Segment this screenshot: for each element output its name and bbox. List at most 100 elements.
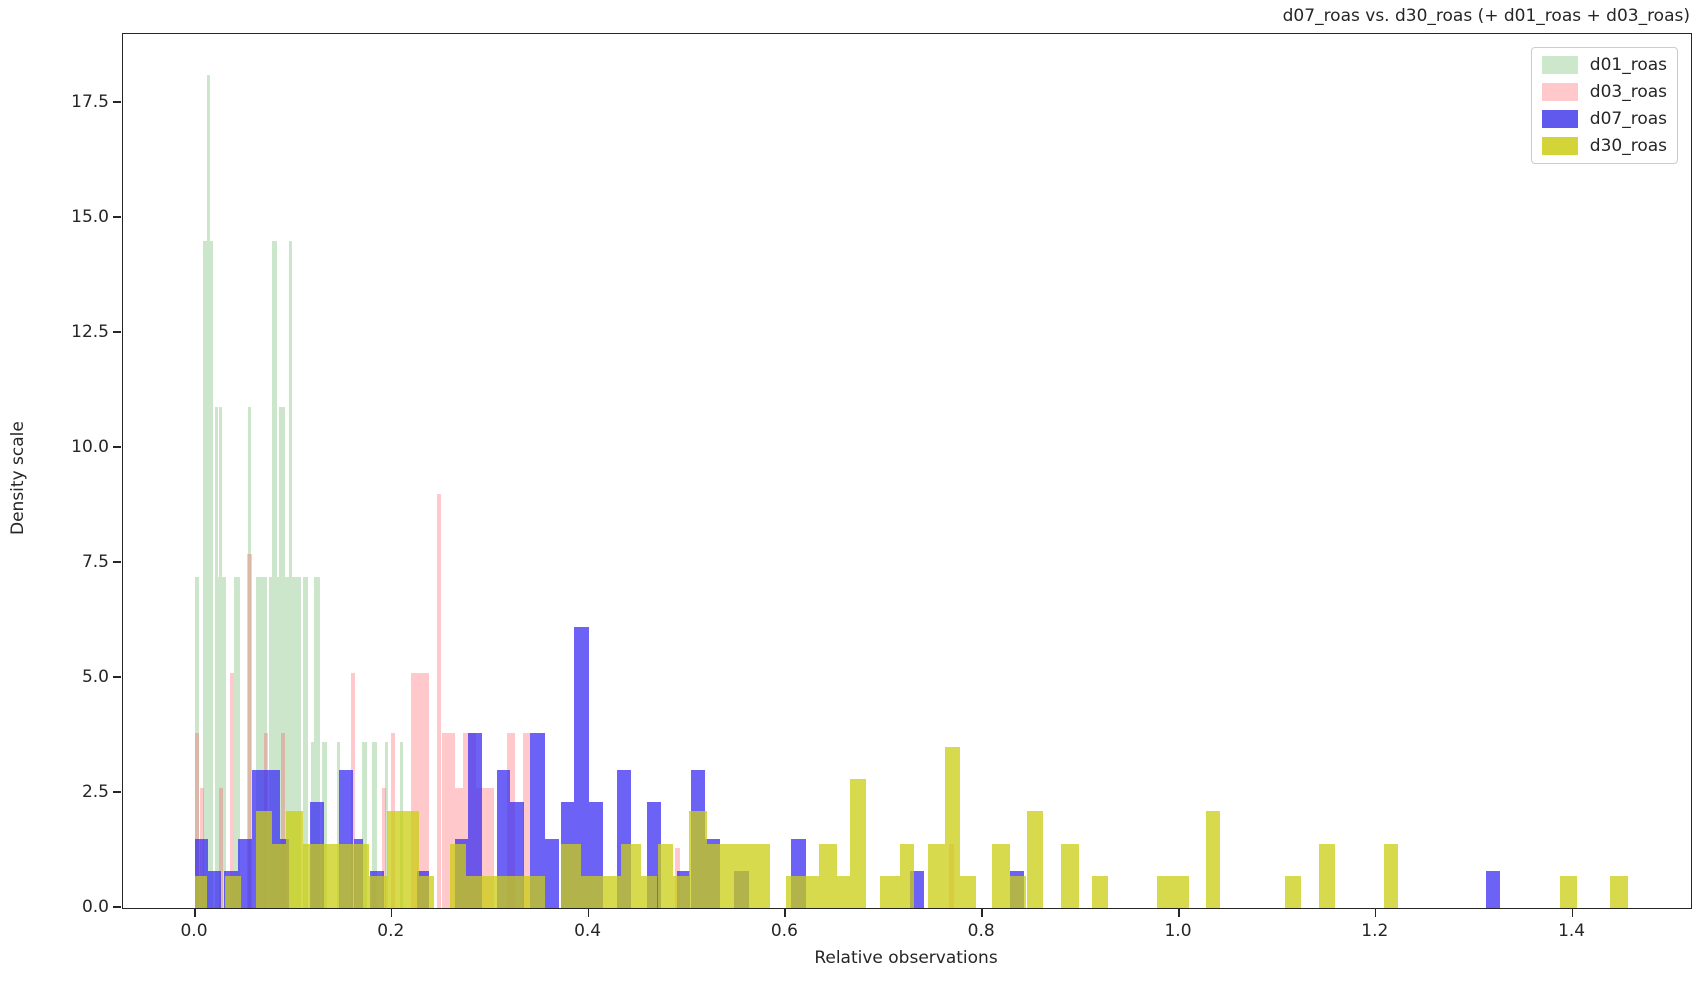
y-tick-mark xyxy=(113,216,121,218)
hist-bar-d01_roas xyxy=(313,576,320,908)
legend-label: d01_roas xyxy=(1589,55,1667,75)
x-tick-mark xyxy=(1178,909,1180,917)
legend-entry-d30_roas: d30_roas xyxy=(1541,136,1667,156)
y-axis-label: Density scale xyxy=(8,421,28,535)
y-tick-mark xyxy=(113,676,121,678)
hist-bar-d30_roas xyxy=(879,875,901,908)
x-tick-label: 1.2 xyxy=(1361,921,1389,941)
x-tick-label: 1.4 xyxy=(1558,921,1586,941)
x-tick-mark xyxy=(390,909,393,917)
hist-bar-d30_roas xyxy=(580,875,622,908)
hist-bar-d01_roas xyxy=(222,576,227,908)
hist-bar-d30_roas xyxy=(1559,875,1578,908)
x-tick-mark xyxy=(1374,909,1377,917)
y-tick-mark xyxy=(113,446,121,448)
y-tick-label: 10.0 xyxy=(71,437,109,457)
hist-bar-d30_roas xyxy=(959,875,977,908)
legend-label: d07_roas xyxy=(1589,109,1667,129)
hist-bar-d30_roas xyxy=(1383,843,1399,908)
y-tick-label: 12.5 xyxy=(71,322,109,342)
hist-bar-d01_roas xyxy=(202,241,208,908)
hist-bar-d30_roas xyxy=(1285,875,1301,908)
hist-bar-d30_roas xyxy=(386,811,420,908)
x-tick-mark xyxy=(981,909,983,917)
hist-bar-d30_roas xyxy=(621,843,641,908)
y-tick-label: 15.0 xyxy=(71,207,109,227)
hist-bar-d01_roas xyxy=(362,742,368,908)
y-tick-mark xyxy=(113,101,121,103)
legend-entry-d07_roas: d07_roas xyxy=(1541,109,1667,129)
chart-title: d07_roas vs. d30_roas (+ d01_roas + d03_… xyxy=(1282,6,1690,26)
legend-label: d03_roas xyxy=(1589,82,1667,102)
hist-bar-d01_roas xyxy=(209,241,213,908)
x-tick-label: 0.6 xyxy=(770,921,798,941)
x-tick-label: 1.0 xyxy=(1164,921,1192,941)
x-axis-label: Relative observations xyxy=(814,948,998,968)
hist-bar-d01_roas xyxy=(384,742,388,908)
hist-bar-d07_roas xyxy=(574,627,589,908)
hist-bar-d01_roas xyxy=(289,241,292,908)
legend-label: d30_roas xyxy=(1589,136,1667,156)
hist-bar-d01_roas xyxy=(269,576,272,908)
hist-bar-d30_roas xyxy=(706,843,770,908)
hist-bar-d01_roas xyxy=(215,406,218,908)
hist-bar-d30_roas xyxy=(466,875,546,908)
hist-bar-d30_roas xyxy=(928,843,945,908)
hist-bar-d30_roas xyxy=(561,843,581,908)
y-tick-mark xyxy=(113,561,121,563)
hist-bar-d01_roas xyxy=(372,742,377,908)
y-tick-label: 5.0 xyxy=(81,667,109,687)
hist-bar-d01_roas xyxy=(247,406,251,908)
y-tick-label: 2.5 xyxy=(81,782,109,802)
legend-swatch-icon xyxy=(1541,110,1578,128)
hist-bar-d30_roas xyxy=(195,875,208,908)
hist-bar-d30_roas xyxy=(272,843,287,908)
legend-swatch-icon xyxy=(1541,56,1578,74)
hist-bar-d30_roas xyxy=(673,875,689,908)
x-tick-mark xyxy=(587,909,590,917)
hist-bar-d01_roas xyxy=(279,406,286,908)
plot-area: d01_roas d03_roas d07_roas d30_roas xyxy=(122,33,1692,909)
hist-bar-d01_roas xyxy=(336,742,340,908)
hist-bar-d30_roas xyxy=(786,875,820,908)
hist-bar-d03_roas xyxy=(218,788,223,908)
hist-bar-d30_roas xyxy=(256,811,273,908)
hist-bar-d01_roas xyxy=(217,576,220,908)
hist-bar-d03_roas xyxy=(247,553,252,908)
x-tick-mark xyxy=(1571,909,1574,917)
hist-bar-d30_roas xyxy=(1205,811,1221,908)
legend-entry-d01_roas: d01_roas xyxy=(1541,55,1667,75)
x-tick-mark xyxy=(194,909,196,917)
legend-entry-d03_roas: d03_roas xyxy=(1541,82,1667,102)
x-tick-label: 0.8 xyxy=(967,921,995,941)
legend-swatch-icon xyxy=(1541,137,1578,155)
y-tick-label: 17.5 xyxy=(71,92,109,112)
legend: d01_roas d03_roas d07_roas d30_roas xyxy=(1530,47,1678,164)
y-tick-label: 0.0 xyxy=(81,897,109,917)
hist-bar-d01_roas xyxy=(303,576,309,908)
hist-bar-d03_roas xyxy=(437,494,442,908)
hist-bar-d03_roas xyxy=(382,788,387,908)
hist-bar-d30_roas xyxy=(849,779,866,908)
hist-bar-d01_roas xyxy=(271,241,277,908)
hist-bar-d30_roas xyxy=(286,811,304,908)
hist-bar-d01_roas xyxy=(256,576,267,908)
hist-bar-d01_roas xyxy=(195,576,200,908)
hist-bar-d07_roas xyxy=(1486,871,1500,908)
y-tick-mark xyxy=(113,331,121,333)
hist-bar-d30_roas xyxy=(1157,875,1189,908)
hist-bar-d30_roas xyxy=(992,843,1011,908)
hist-bar-d30_roas xyxy=(1318,843,1336,908)
hist-bar-d01_roas xyxy=(285,576,289,908)
hist-bar-d30_roas xyxy=(1026,811,1044,908)
hist-bar-d07_roas xyxy=(207,871,222,908)
legend-swatch-icon xyxy=(1541,83,1578,101)
hist-bar-d30_roas xyxy=(819,843,837,908)
hist-bar-d01_roas xyxy=(276,576,280,908)
y-tick-mark xyxy=(113,906,121,908)
hist-bar-d30_roas xyxy=(900,843,914,908)
hist-bar-d01_roas xyxy=(234,576,240,908)
x-tick-label: 0.2 xyxy=(377,921,405,941)
hist-bar-d30_roas xyxy=(944,747,960,908)
hist-bar-d07_roas xyxy=(544,839,560,908)
